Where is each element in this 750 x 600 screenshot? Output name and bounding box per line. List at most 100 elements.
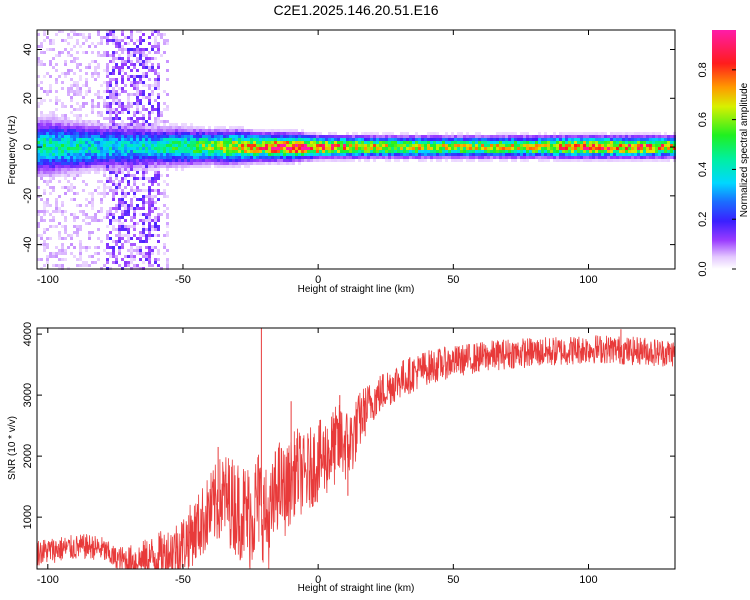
spectrogram-cell	[112, 135, 115, 138]
spectrogram-cell	[136, 150, 139, 153]
spectrogram-cell	[85, 129, 88, 132]
spectrogram-cell	[196, 159, 199, 162]
spectrogram-cell	[538, 132, 541, 135]
spectrogram-cell	[490, 144, 493, 147]
spectrogram-cell	[97, 228, 100, 231]
spectrogram-cell	[58, 258, 61, 261]
spectrogram-cell	[238, 159, 241, 162]
spectrogram-cell	[466, 159, 469, 162]
spectrogram-cell	[109, 114, 112, 117]
spectrogram-cell	[583, 150, 586, 153]
spectrogram-cell	[79, 246, 82, 249]
spectrogram-cell	[175, 159, 178, 162]
spectrogram-cell	[139, 141, 142, 144]
spectrogram-cell	[253, 162, 256, 165]
spectrogram-cell	[130, 255, 133, 258]
spectrogram-cell	[214, 126, 217, 129]
spectrogram-cell	[139, 126, 142, 129]
spectrogram-cell	[199, 150, 202, 153]
spectrogram-y-label: Frequency (Hz)	[7, 116, 18, 185]
spectrogram-cell	[553, 138, 556, 141]
spectrogram-cell	[415, 156, 418, 159]
spectrogram-cell	[619, 159, 622, 162]
spectrogram-cell	[634, 150, 637, 153]
spectrogram-cell	[166, 78, 169, 81]
spectrogram-cell	[61, 51, 64, 54]
spectrogram-cell	[151, 210, 154, 213]
spectrogram-cell	[172, 126, 175, 129]
spectrogram-cell	[127, 93, 130, 96]
spectrogram-cell	[304, 132, 307, 135]
spectrogram-cell	[247, 132, 250, 135]
spectrogram-cell	[337, 150, 340, 153]
spectrogram-cell	[664, 150, 667, 153]
spectrogram-cell	[502, 153, 505, 156]
spectrogram-cell	[235, 132, 238, 135]
spectrogram-cell	[43, 123, 46, 126]
spectrogram-cell	[355, 132, 358, 135]
spectrogram-cell	[103, 186, 106, 189]
spectrogram-cell	[151, 168, 154, 171]
spectrogram-cell	[118, 150, 121, 153]
spectrogram-cell	[169, 153, 172, 156]
spectrogram-cell	[160, 162, 163, 165]
spectrogram-cell	[127, 168, 130, 171]
spectrogram-cell	[193, 147, 196, 150]
spectrogram-cell	[121, 150, 124, 153]
spectrogram-cell	[181, 129, 184, 132]
spectrogram-cell	[277, 153, 280, 156]
spectrogram-cell	[70, 237, 73, 240]
spectrogram-cell	[106, 261, 109, 264]
spectrogram-cell	[94, 252, 97, 255]
spectrogram-cell	[211, 138, 214, 141]
spectrogram-cell	[373, 135, 376, 138]
spectrogram-cell	[64, 159, 67, 162]
spectrogram-cell	[37, 117, 40, 120]
spectrogram-cell	[283, 153, 286, 156]
spectrogram-cell	[139, 111, 142, 114]
spectrogram-cell	[211, 162, 214, 165]
spectrogram-cell	[118, 105, 121, 108]
spectrogram-cell	[211, 135, 214, 138]
spectrogram-cell	[298, 147, 301, 150]
spectrogram-cell	[130, 105, 133, 108]
spectrogram-cell	[631, 147, 634, 150]
spectrogram-cell	[112, 36, 115, 39]
spectrogram-cell	[355, 156, 358, 159]
spectrogram-cell	[124, 225, 127, 228]
spectrogram-cell	[412, 135, 415, 138]
spectrogram-cell	[610, 144, 613, 147]
spectrogram-cell	[109, 213, 112, 216]
spectrogram-cell	[229, 138, 232, 141]
spectrogram-cell	[640, 159, 643, 162]
spectrogram-cell	[94, 156, 97, 159]
spectrogram-cell	[94, 168, 97, 171]
spectrogram-cell	[208, 135, 211, 138]
spectrogram-cell	[154, 126, 157, 129]
spectrogram-cell	[268, 138, 271, 141]
spectrogram-cell	[118, 102, 121, 105]
spectrogram-cell	[133, 54, 136, 57]
spectrogram-cell	[181, 159, 184, 162]
spectrogram-cell	[130, 159, 133, 162]
spectrogram-cell	[427, 144, 430, 147]
spectrogram-cell	[613, 156, 616, 159]
spectrogram-cell	[88, 234, 91, 237]
spectrogram-cell	[103, 105, 106, 108]
spectrogram-cell	[67, 129, 70, 132]
spectrogram-cell	[604, 153, 607, 156]
spectrogram-cell	[154, 222, 157, 225]
spectrogram-cell	[139, 39, 142, 42]
spectrogram-cell	[607, 153, 610, 156]
spectrogram-cell	[283, 150, 286, 153]
spectrogram-cell	[532, 153, 535, 156]
spectrogram-cell	[43, 117, 46, 120]
spectrogram-cell	[385, 150, 388, 153]
spectrogram-cell	[121, 213, 124, 216]
spectrogram-cell	[37, 60, 40, 63]
spectrogram-cell	[142, 159, 145, 162]
spectrogram-cell	[106, 123, 109, 126]
spectrogram-cell	[235, 138, 238, 141]
spectrogram-cell	[184, 129, 187, 132]
spectrogram-cell	[226, 162, 229, 165]
